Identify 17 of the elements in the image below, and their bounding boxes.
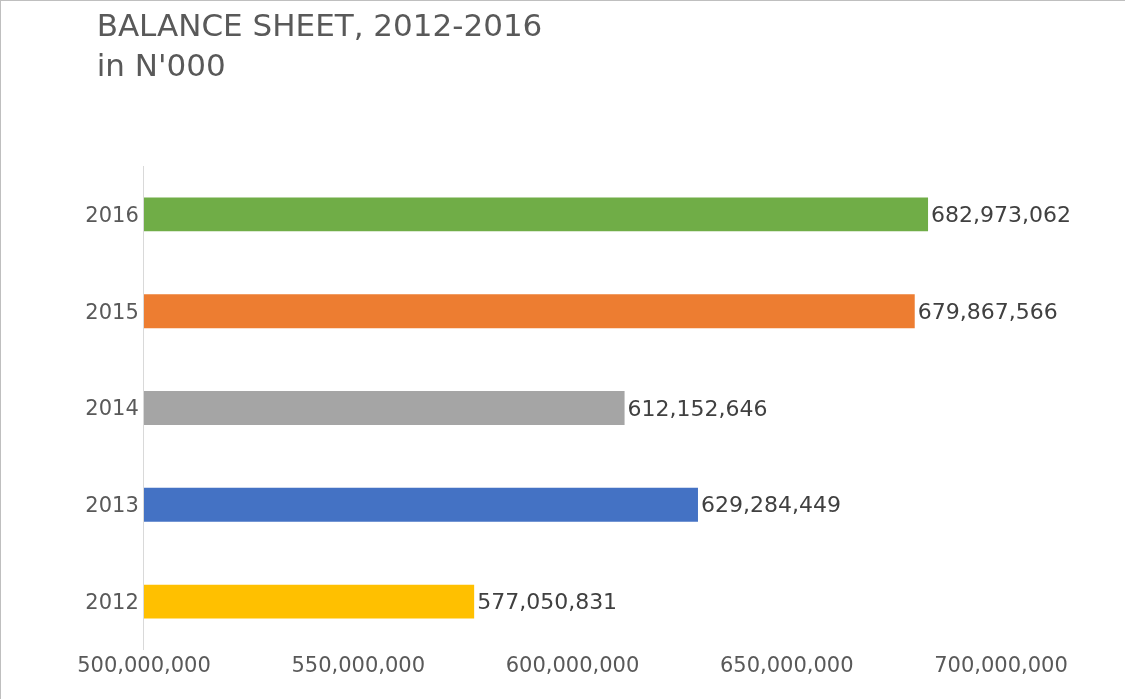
y-tick-label: 2013 xyxy=(85,493,139,518)
data-label: 577,050,831 xyxy=(477,589,618,615)
data-label: 629,284,449 xyxy=(700,492,841,518)
chart-subtitle: in N'000 xyxy=(96,47,226,84)
x-tick-label: 600,000,000 xyxy=(505,653,640,677)
x-tick-label: 650,000,000 xyxy=(719,653,854,677)
data-label: 612,152,646 xyxy=(627,395,768,421)
x-tick-label: 550,000,000 xyxy=(291,653,426,677)
x-tick-label: 500,000,000 xyxy=(77,653,211,677)
y-tick-label: 2015 xyxy=(85,299,139,324)
y-tick-label: 2016 xyxy=(85,202,139,227)
data-label: 682,973,062 xyxy=(931,201,1072,227)
y-tick-label: 2014 xyxy=(85,396,139,421)
chart-title: BALANCE SHEET, 2012-2016 xyxy=(96,6,543,43)
data-label: 679,867,566 xyxy=(917,298,1058,324)
y-tick-label: 2012 xyxy=(85,589,139,614)
x-tick-label: 700,000,000 xyxy=(934,653,1068,677)
